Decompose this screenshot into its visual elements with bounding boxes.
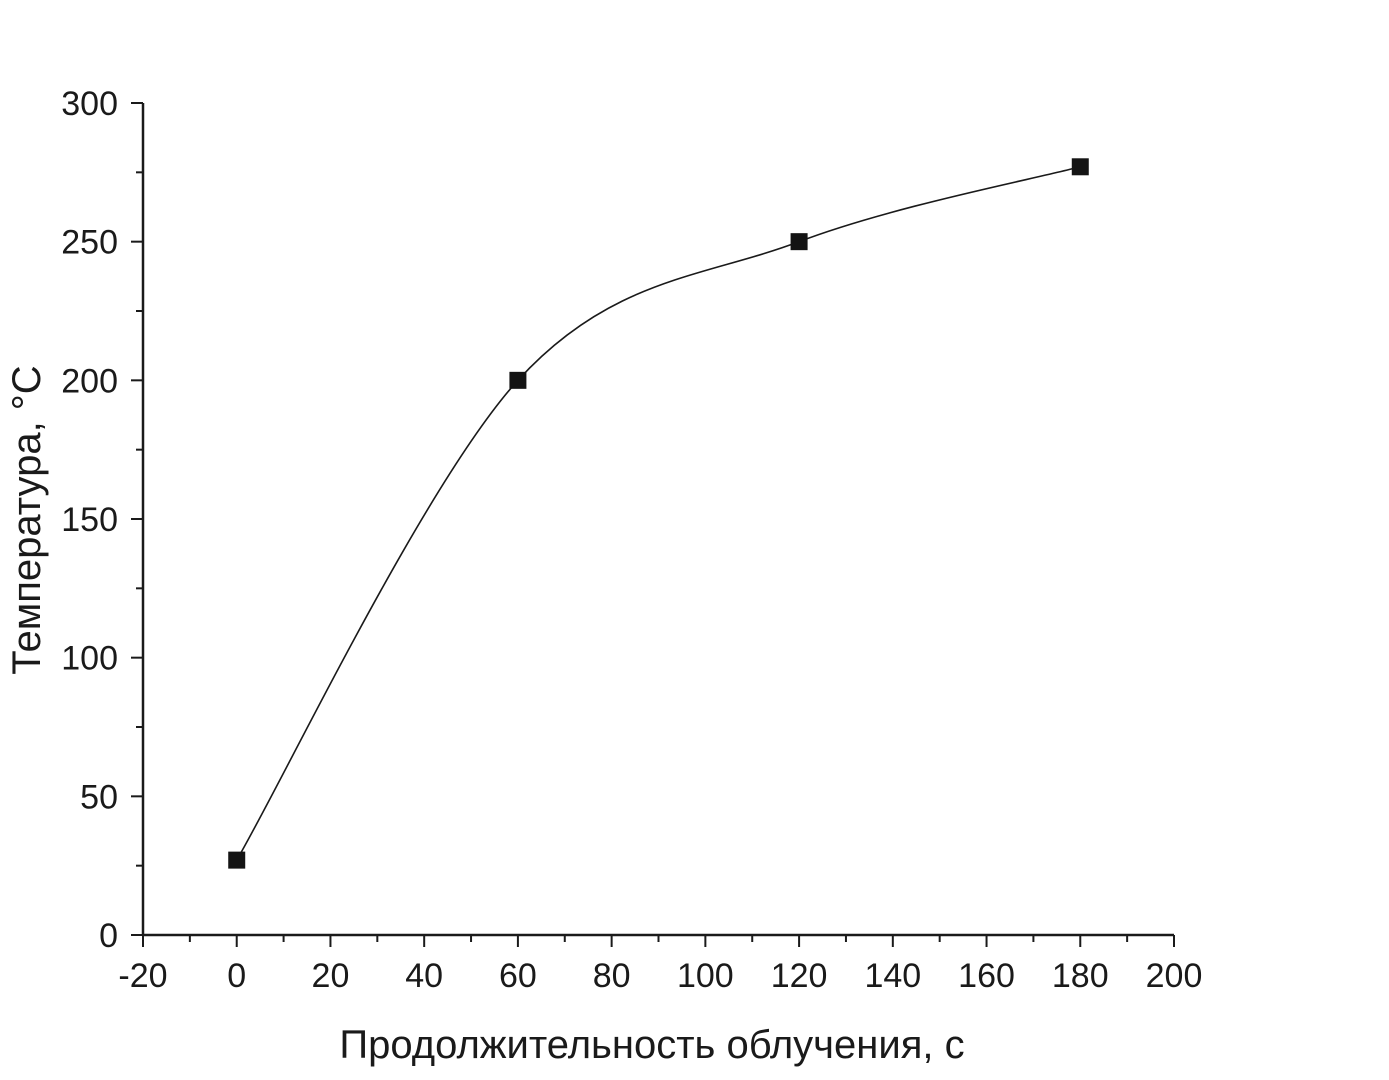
x-axis-title: Продолжительность облучения, с [339,1023,964,1067]
data-point-marker [228,851,246,869]
y-tick-label: 50 [80,778,118,816]
y-axis-title: Температура, °С [5,365,49,674]
data-point-marker [790,233,808,251]
x-tick-label: 0 [227,957,246,995]
x-tick-label: 160 [958,957,1015,995]
x-tick-label: 80 [593,957,631,995]
x-tick-label: 40 [405,957,443,995]
x-tick-label: 120 [771,957,828,995]
x-tick-label: -20 [118,957,167,995]
data-point-marker [509,371,527,389]
y-tick-label: 250 [61,224,118,262]
x-axis-ticks: -20 0 20 40 60 80 100 120 140 160 180 200 [118,935,1202,995]
x-tick-label: 60 [499,957,537,995]
axes [141,103,1174,937]
y-tick-label: 300 [61,85,118,123]
y-tick-label: 200 [61,362,118,400]
y-axis-ticks: 0 50 100 150 200 250 300 [61,85,143,955]
x-tick-label: 100 [677,957,734,995]
x-tick-label: 140 [864,957,921,995]
series-line [236,166,1081,861]
x-tick-label: 180 [1052,957,1109,995]
plot-area [228,158,1089,869]
y-tick-label: 100 [61,640,118,678]
data-point-marker [1071,158,1089,176]
x-tick-label: 200 [1146,957,1203,995]
y-tick-label: 150 [61,501,118,539]
x-tick-label: 20 [312,957,350,995]
y-tick-label: 0 [99,917,118,955]
